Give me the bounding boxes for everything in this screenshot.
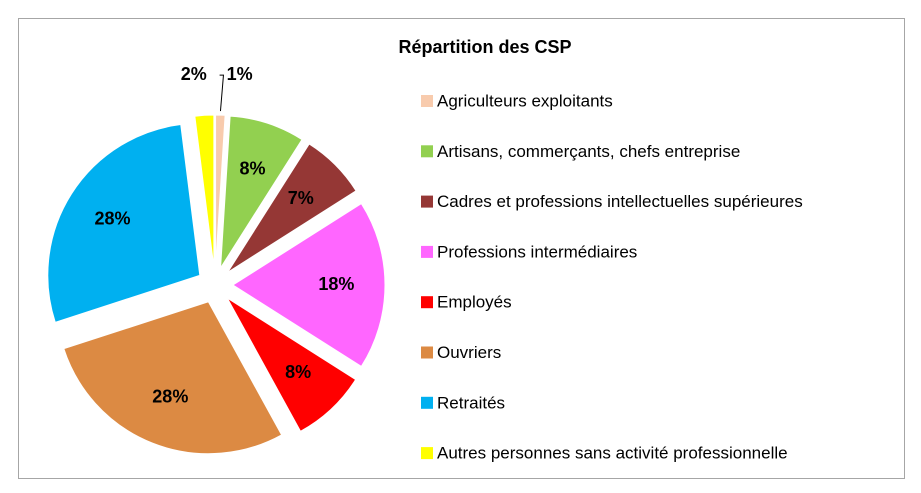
legend-label: Ouvriers [437,343,501,362]
leader-line [219,74,225,112]
chart-title: Répartition des CSP [398,37,571,57]
legend-label: Cadres et professions intellectuelles su… [437,192,803,211]
pie-slice [47,123,201,323]
data-label: 8% [239,158,265,178]
legend-label: Retraités [437,393,505,412]
data-label: 2% [181,64,207,84]
data-label: 28% [95,209,131,229]
legend-swatch [421,95,433,107]
data-label: 1% [227,64,253,84]
data-label: 8% [285,362,311,382]
legend-swatch [421,145,433,158]
data-label: 28% [152,387,188,407]
pie-slice [226,297,357,432]
legend-label: Artisans, commerçants, chefs entreprise [437,142,740,161]
legend-swatch [421,195,433,208]
legend-label: Employés [437,293,512,312]
data-label: 18% [318,274,354,294]
legend-label: Professions intermédiaires [437,242,637,261]
pie-slice [220,115,303,269]
pie-slice [63,301,283,455]
legend-swatch [421,346,433,359]
legend-swatch [421,396,433,409]
legend-swatch [421,245,433,258]
data-label: 7% [288,188,314,208]
pie-slice [227,143,357,273]
pie-slice [232,202,386,368]
legend-label: Autres personnes sans activité professio… [437,444,788,463]
pie-slice [215,114,226,268]
legend-swatch [421,296,433,309]
legend-swatch [421,447,433,460]
legend-label: Agriculteurs exploitants [437,91,613,110]
pie-slice [194,114,215,268]
